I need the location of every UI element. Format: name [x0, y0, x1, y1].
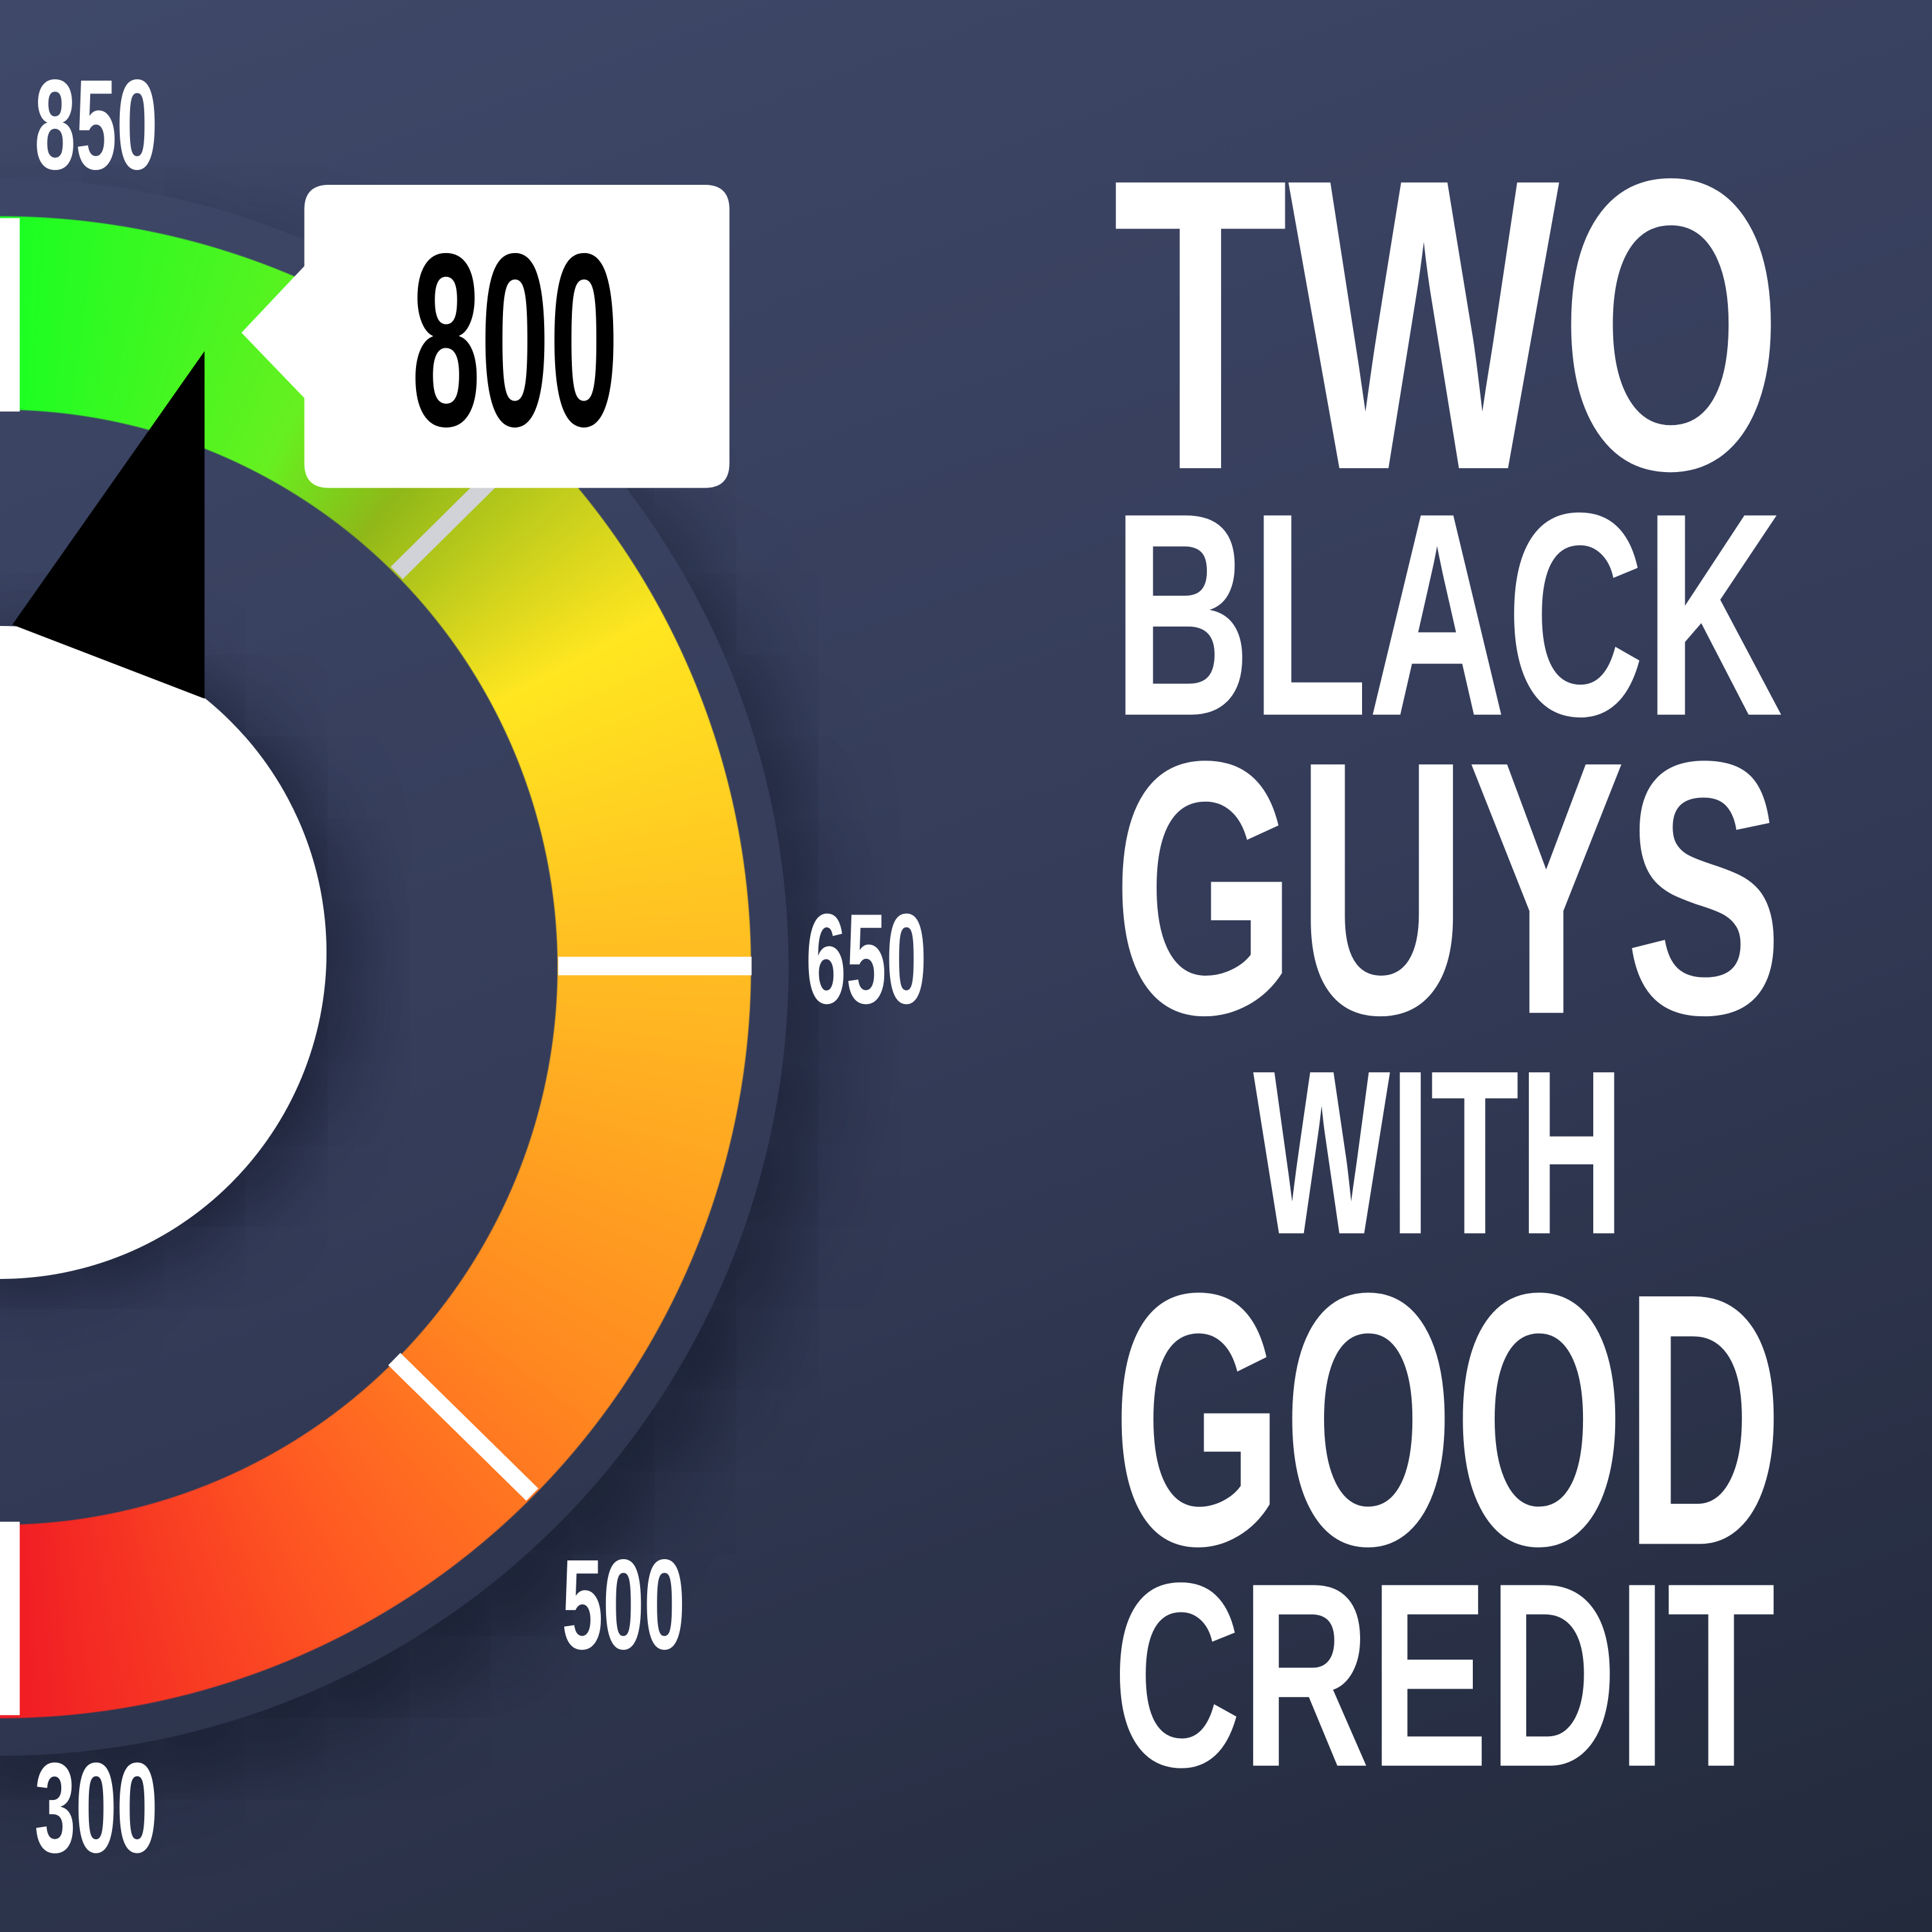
scale-label-500: 500	[562, 1533, 685, 1676]
score-callout: 800	[242, 184, 730, 488]
scale-label-650: 650	[806, 887, 927, 1030]
tick-500	[388, 1352, 538, 1501]
gauge-end-cap-top	[0, 218, 20, 412]
title-line-2: BLACK	[1113, 453, 1783, 777]
podcast-title: TWO BLACK GUYS WITH GOOD CREDIT	[1113, 92, 1783, 1822]
gauge-end-cap-bottom	[0, 1521, 20, 1716]
title-line-4: WITH	[1253, 1022, 1624, 1283]
title-line-6: CREDIT	[1113, 1529, 1776, 1822]
title-line-3: GUYS	[1113, 687, 1783, 1090]
title-line-5: GOOD	[1113, 1218, 1783, 1620]
score-value: 800	[412, 203, 618, 478]
scale-label-850: 850	[35, 53, 158, 196]
scale-label-300: 300	[35, 1737, 158, 1880]
gauge-needle	[12, 351, 205, 699]
title-line-1: TWO	[1113, 92, 1783, 556]
